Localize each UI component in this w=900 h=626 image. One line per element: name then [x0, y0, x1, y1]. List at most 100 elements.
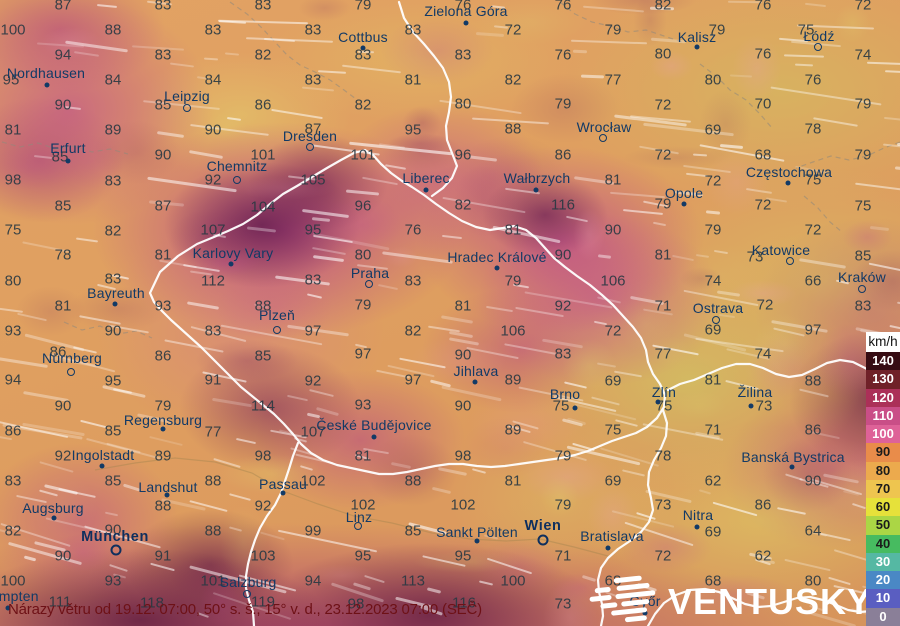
wind-value-label: 100 — [0, 21, 26, 39]
river-line — [94, 457, 609, 557]
wind-value-label: 83 — [404, 21, 422, 39]
wind-value-label: 92 — [254, 497, 272, 515]
wind-value-label: 69 — [604, 372, 622, 390]
wind-value-label: 85 — [54, 197, 72, 215]
wind-value-label: 73 — [746, 248, 764, 266]
city-marker — [65, 158, 71, 164]
wind-value-label: 72 — [604, 322, 622, 340]
wind-value-label: 89 — [104, 121, 122, 139]
city-label: Karlovy Vary — [192, 245, 274, 261]
wind-value-label: 94 — [304, 572, 322, 590]
wind-value-label: 82 — [254, 46, 272, 64]
ventusky-wind-icon — [588, 572, 669, 626]
wind-value-label: 85 — [104, 472, 122, 490]
city-label: Ingolstadt — [71, 447, 135, 463]
city-label: Zlín — [651, 384, 677, 400]
city-label: Bayreuth — [87, 285, 145, 301]
city-marker — [44, 82, 50, 88]
wind-value-label: 96 — [354, 197, 372, 215]
wind-value-label: 72 — [504, 21, 522, 39]
city-label: Leipzig — [164, 88, 210, 104]
city-marker — [67, 368, 75, 376]
city-marker — [365, 280, 373, 288]
wind-value-label: 88 — [204, 522, 222, 540]
wind-value-label: 90 — [554, 246, 572, 264]
city-label: Częstochowa — [745, 164, 833, 180]
city-label: Hradec Králové — [447, 249, 547, 265]
wind-value-label: 79 — [504, 272, 522, 290]
wind-value-label: 81 — [704, 371, 722, 389]
city-label: Wrocław — [576, 119, 632, 135]
city-marker — [354, 522, 362, 530]
wind-value-label: 85 — [51, 148, 69, 166]
city-marker — [537, 534, 549, 546]
wind-value-label: 105 — [300, 171, 326, 189]
city-marker — [572, 405, 578, 411]
city-label: Erfurt — [50, 140, 86, 156]
wind-value-label: 77 — [604, 71, 622, 89]
wind-value-label: 101 — [200, 572, 226, 590]
legend-cell: 30 — [866, 552, 900, 572]
wind-value-label: 82 — [654, 0, 672, 14]
city-marker — [51, 515, 57, 521]
city-label: Sankt Pölten — [436, 524, 518, 540]
wind-value-label: 91 — [204, 371, 222, 389]
wind-value-label: 90 — [804, 472, 822, 490]
wind-value-label: 93 — [104, 572, 122, 590]
wind-value-label: 90 — [54, 96, 72, 114]
legend-cell: 130 — [866, 370, 900, 389]
wind-value-label: 79 — [704, 221, 722, 239]
wind-value-label: 72 — [654, 96, 672, 114]
wind-value-label: 76 — [804, 71, 822, 89]
map-info-text: Nárazy větru od 19.12. 07:00, 50° s. š.,… — [8, 601, 482, 618]
wind-value-label: 81 — [504, 221, 522, 239]
wind-value-label: 85 — [854, 247, 872, 265]
wind-value-label: 69 — [704, 321, 722, 339]
wind-value-label: 73 — [654, 496, 672, 514]
wind-value-label: 94 — [54, 46, 72, 64]
city-marker — [112, 301, 118, 307]
city-label: München — [81, 529, 149, 545]
wind-value-label: 88 — [154, 497, 172, 515]
city-marker — [463, 20, 469, 26]
wind-value-label: 76 — [754, 0, 772, 14]
wind-value-label: 92 — [554, 297, 572, 315]
city-marker — [785, 180, 791, 186]
wind-value-label: 83 — [104, 172, 122, 190]
city-marker — [360, 45, 366, 51]
legend-cell: 50 — [866, 516, 900, 535]
wind-value-label: 107 — [300, 423, 326, 441]
wind-value-label: 71 — [654, 297, 672, 315]
wind-value-label: 95 — [354, 547, 372, 565]
legend-cell: 70 — [866, 479, 900, 499]
wind-value-label: 101 — [350, 146, 376, 164]
wind-value-label: 91 — [154, 547, 172, 565]
city-marker — [110, 544, 122, 556]
wind-value-label: 83 — [104, 270, 122, 288]
wind-value-label: 74 — [754, 345, 772, 363]
wind-value-label: 83 — [304, 71, 322, 89]
wind-value-label: 62 — [704, 472, 722, 490]
wind-value-label: 83 — [854, 297, 872, 315]
wind-value-label: 83 — [154, 0, 172, 14]
wind-value-label: 95 — [104, 372, 122, 390]
wind-value-label: 82 — [454, 196, 472, 214]
wind-value-label: 92 — [204, 171, 222, 189]
wind-value-label: 112 — [201, 272, 225, 290]
wind-value-label: 99 — [304, 522, 322, 540]
wind-value-label: 89 — [504, 421, 522, 439]
city-label: Salzburg — [219, 574, 277, 590]
city-label: Opole — [664, 185, 704, 201]
wind-value-label: 88 — [404, 472, 422, 490]
city-label: Linz — [345, 509, 373, 525]
ventusky-logo[interactable]: VENTUSKY — [586, 572, 876, 626]
wind-value-label: 88 — [804, 372, 822, 390]
wind-value-label: 79 — [354, 0, 372, 14]
city-marker — [694, 524, 700, 530]
wind-value-label: 83 — [404, 272, 422, 290]
city-marker — [494, 265, 500, 271]
wind-value-label: 90 — [454, 346, 472, 364]
